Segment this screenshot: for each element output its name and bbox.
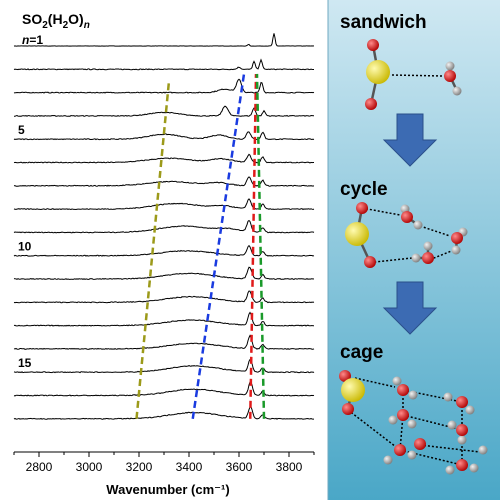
sulfur-atom: [366, 60, 390, 84]
spectrum-trace-n9: [13, 219, 315, 234]
oxygen-atom: [401, 211, 413, 223]
hydrogen-atom: [469, 463, 479, 473]
spectrum-trace-n12: [13, 290, 315, 304]
x-axis-label: Wavenumber (cm⁻¹): [106, 482, 229, 497]
x-tick-label: 3600: [226, 460, 253, 474]
formula-title: SO2(H2O)n: [22, 11, 90, 31]
down-arrow-icon: [382, 113, 438, 167]
oxygen-atom: [367, 39, 379, 51]
sulfur-atom: [341, 378, 365, 402]
hydrogen-atom: [388, 415, 398, 425]
label-cycle: cycle: [340, 179, 388, 200]
down-arrow-icon: [382, 281, 438, 335]
panel-background: [328, 0, 500, 500]
x-tick-label: 3000: [76, 460, 103, 474]
x-tick-label: 3400: [176, 460, 203, 474]
oxygen-atom: [414, 438, 426, 450]
hydrogen-atom: [445, 465, 455, 475]
spectrum-trace-n8: [13, 198, 315, 211]
row-labels: 5 10 15: [18, 123, 32, 370]
guide-lines: [135, 73, 266, 419]
hydrogen-atom: [465, 405, 475, 415]
oxygen-atom: [397, 384, 409, 396]
label-cage: cage: [340, 342, 383, 363]
oxygen-atom: [451, 232, 463, 244]
oxygen-atom: [364, 256, 376, 268]
hydrogen-atom: [447, 420, 457, 430]
hydrogen-atom: [413, 220, 423, 230]
row-label-5: 5: [18, 123, 25, 137]
hydrogen-atom: [392, 376, 402, 386]
hydrogen-atom: [423, 241, 433, 251]
guide-line-1: [191, 73, 246, 419]
hydrogen-atom: [445, 61, 455, 71]
spectrum-trace-n7: [13, 176, 315, 187]
oxygen-atom: [342, 403, 354, 415]
sulfur-atom: [345, 222, 369, 246]
hydrogen-atom: [443, 392, 453, 402]
hydrogen-atom: [452, 86, 462, 96]
oxygen-atom: [456, 459, 468, 471]
x-tick-label: 3200: [126, 460, 153, 474]
x-axis: 2800 3000 3200 3400 3600 3800: [13, 451, 315, 474]
spectrum-trace-n3: [13, 78, 315, 94]
n-equals-one-label: n=1: [22, 33, 43, 47]
hydrogen-atom: [383, 455, 393, 465]
hydrogen-atom: [478, 445, 488, 455]
x-tick-label: 2800: [26, 460, 53, 474]
spectrum-trace-n2: [13, 58, 314, 71]
oxygen-atom: [397, 409, 409, 421]
spectrum-trace-n11: [13, 266, 315, 280]
cage-molecule-icon: [339, 370, 488, 475]
spectrum-trace-n14: [13, 334, 315, 350]
spectrum-trace-n4: [14, 105, 314, 117]
hydrogen-atom: [407, 419, 417, 429]
spectrum-trace-n13: [13, 311, 315, 327]
oxygen-atom: [365, 98, 377, 110]
row-label-15: 15: [18, 356, 32, 370]
guide-line-2: [249, 73, 258, 419]
x-tick-label: 3800: [276, 460, 303, 474]
spectrum-trace-n10: [13, 244, 315, 257]
oxygen-atom: [356, 202, 368, 214]
oxygen-atom: [422, 252, 434, 264]
guide-line-0: [135, 80, 171, 419]
row-label-10: 10: [18, 240, 32, 254]
oxygen-atom: [394, 444, 406, 456]
sandwich-molecule-icon: [365, 39, 462, 110]
oxygen-atom: [456, 396, 468, 408]
oxygen-atom: [444, 70, 456, 82]
hydrogen-atom: [407, 450, 417, 460]
hydrogen-atom: [411, 253, 421, 263]
oxygen-atom: [456, 424, 468, 436]
label-sandwich: sandwich: [340, 12, 427, 33]
spectrum-trace-n1: [13, 33, 315, 47]
hydrogen-atom: [408, 390, 418, 400]
hydrogen-atom: [457, 435, 467, 445]
spectrum-trace-n5: [13, 131, 315, 141]
oxygen-atom: [339, 370, 351, 382]
hydrogen-atom: [451, 245, 461, 255]
spectrum-trace-n6: [13, 153, 314, 164]
guide-line-3: [255, 73, 266, 419]
cycle-molecule-icon: [345, 202, 468, 268]
